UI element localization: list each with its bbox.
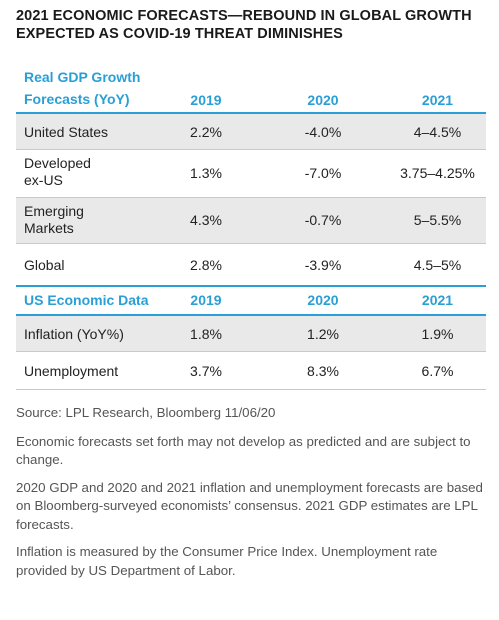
cell-2019: 2.2% (190, 124, 222, 140)
source-note: Source: LPL Research, Bloomberg 11/06/20 (16, 405, 276, 420)
row-label-line-2: ex-US (24, 172, 63, 188)
table-bottom-divider (16, 389, 486, 390)
row-divider (16, 243, 486, 244)
forecast-disclaimer: Economic forecasts set forth may not dev… (16, 433, 471, 468)
us-header-divider (16, 314, 486, 316)
cell-2019: 1.3% (190, 165, 222, 181)
cell-2019: 1.8% (190, 326, 222, 342)
gdp-header-year-2021: 2021 (421, 92, 454, 108)
cell-2021: 1.9% (421, 326, 454, 342)
cell-2019: 3.7% (190, 363, 222, 379)
table-row: United States 2.2% -4.0% 4–4.5% (16, 114, 486, 149)
row-label: Inflation (YoY%) (24, 326, 124, 342)
gdp-header-divider (16, 112, 486, 114)
cell-2020: -4.0% (304, 124, 342, 140)
cell-2019: 4.3% (190, 212, 222, 228)
us-header-year-2019: 2019 (190, 292, 222, 308)
row-divider (16, 197, 486, 198)
gdp-header-year-2020: 2020 (307, 92, 339, 108)
cell-2020: -0.7% (304, 212, 342, 228)
gdp-header-row: Real GDP Growth Forecasts (YoY) 2019 202… (16, 66, 486, 112)
cell-2020: -7.0% (304, 165, 342, 181)
us-header-label: US Economic Data (24, 292, 149, 308)
row-divider (16, 149, 486, 150)
table-row: Developed ex-US 1.3% -7.0% 3.75–4.25% (16, 150, 486, 197)
inflation-note: Inflation is measured by the Consumer Pr… (16, 544, 438, 578)
row-label-line-1: Emerging (24, 203, 84, 219)
methodology-note: 2020 GDP and 2020 and 2021 inflation and… (16, 479, 483, 532)
us-section-top-divider (16, 285, 486, 287)
gdp-header-label-line-1: Real GDP Growth (24, 69, 141, 85)
gdp-header-label-line-2: Forecasts (YoY) (24, 91, 130, 107)
us-header-year-2021: 2021 (421, 292, 454, 308)
row-label: Global (24, 257, 65, 273)
cell-2021: 3.75–4.25% (400, 165, 475, 181)
title-line-1: 2021 ECONOMIC FORECASTS—REBOUND IN GLOBA… (16, 8, 472, 24)
footnotes: Source: LPL Research, Bloomberg 11/06/20… (16, 404, 486, 580)
cell-2019: 2.8% (190, 257, 222, 273)
table-row: Global 2.8% -3.9% 4.5–5% (16, 244, 486, 285)
us-header-year-2020: 2020 (307, 292, 339, 308)
row-label-line-1: Developed (24, 155, 91, 171)
cell-2020: 8.3% (307, 363, 339, 379)
table-row: Unemployment 3.7% 8.3% 6.7% (16, 352, 486, 389)
cell-2021: 5–5.5% (413, 212, 462, 228)
cell-2021: 6.7% (421, 363, 454, 379)
gdp-header-year-2019: 2019 (190, 92, 222, 108)
cell-2021: 4–4.5% (413, 124, 462, 140)
forecast-table: Real GDP Growth Forecasts (YoY) 2019 202… (16, 58, 486, 390)
cell-2020: -3.9% (304, 257, 342, 273)
row-label-line-2: Markets (24, 220, 74, 236)
row-label: United States (24, 124, 109, 140)
row-label: Unemployment (24, 363, 119, 379)
table-row: Inflation (YoY%) 1.8% 1.2% 1.9% (16, 316, 486, 351)
cell-2021: 4.5–5% (413, 257, 462, 273)
us-header-row: US Economic Data 2019 2020 2021 (16, 287, 486, 314)
cell-2020: 1.2% (307, 326, 339, 342)
title-line-2: EXPECTED AS COVID-19 THREAT DIMINISHES (16, 25, 343, 42)
row-divider (16, 351, 486, 352)
table-row: Emerging Markets 4.3% -0.7% 5–5.5% (16, 198, 486, 243)
page-title: 2021 ECONOMIC FORECASTS—REBOUND IN GLOBA… (16, 8, 486, 43)
